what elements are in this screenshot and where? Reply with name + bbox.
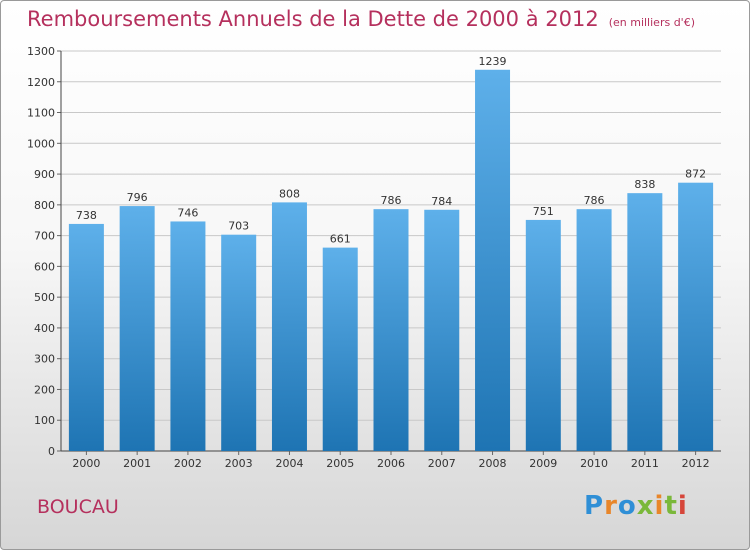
y-tick-label: 900: [34, 168, 55, 181]
bar: [170, 221, 206, 451]
x-tick-label: 2009: [529, 457, 557, 470]
data-label: 796: [127, 191, 148, 204]
bar: [475, 69, 511, 452]
bar: [678, 182, 714, 451]
y-tick-label: 1200: [27, 76, 55, 89]
title-unit: (en milliers d'€): [608, 16, 695, 29]
data-label: 786: [584, 194, 605, 207]
data-label: 1239: [479, 55, 507, 68]
x-tick-label: 2000: [72, 457, 100, 470]
bar: [119, 206, 155, 451]
data-label: 808: [279, 187, 300, 200]
y-tick-label: 1100: [27, 107, 55, 120]
bars: [68, 69, 714, 452]
y-tick-label: 0: [48, 445, 55, 458]
logo-letter: t: [664, 491, 678, 521]
y-tick-label: 300: [34, 353, 55, 366]
data-label: 786: [381, 194, 402, 207]
data-label: 784: [431, 195, 452, 208]
logo-letter: i: [654, 491, 665, 521]
y-tick-label: 200: [34, 383, 55, 396]
x-tick-label: 2008: [479, 457, 507, 470]
title-text: Remboursements Annuels de la Dette de 20…: [27, 7, 599, 31]
y-tick-label: 600: [34, 260, 55, 273]
bar: [576, 209, 612, 451]
x-tick-label: 2006: [377, 457, 405, 470]
y-tick-label: 1000: [27, 137, 55, 150]
y-tick-label: 1300: [27, 45, 55, 58]
x-tick-label: 2007: [428, 457, 456, 470]
data-label: 738: [76, 209, 97, 222]
x-tick-label: 2001: [123, 457, 151, 470]
x-tick-labels: 2000 2001 2002 2003 2004 2005 2006 2007 2008 2009…: [72, 451, 710, 470]
x-tick-label: 2004: [275, 457, 303, 470]
chart-title: Remboursements Annuels de la Dette de 20…: [27, 7, 695, 31]
data-label: 751: [533, 205, 554, 218]
bar: [373, 209, 409, 451]
y-tick-label: 500: [34, 291, 55, 304]
data-label: 661: [330, 233, 351, 246]
y-tick-labels: 0 100 200 300 400 500 600 700 800 900 1000 1100 1200…: [27, 45, 55, 458]
bar: [525, 219, 561, 451]
logo-letter: x: [636, 491, 655, 521]
x-tick-label: 2003: [225, 457, 253, 470]
x-tick-label: 2002: [174, 457, 202, 470]
x-tick-label: 2010: [580, 457, 608, 470]
logo-letter: r: [604, 491, 618, 521]
data-label: 703: [228, 220, 249, 233]
logo-letter: P: [584, 491, 605, 521]
y-tick-label: 800: [34, 199, 55, 212]
logo-letter: o: [617, 491, 637, 521]
y-tick-label: 100: [34, 414, 55, 427]
bar: [221, 234, 257, 451]
bar: [271, 202, 307, 451]
data-label: 872: [685, 168, 706, 181]
commune-name: BOUCAU: [37, 496, 119, 518]
y-tick-label: 700: [34, 230, 55, 243]
bar: [68, 223, 104, 451]
data-label: 838: [634, 178, 655, 191]
data-labels: 738 796 746 703 808 661 786 784 1239 751 786 838 872: [76, 55, 706, 246]
proxiti-logo: Proxiti: [584, 491, 688, 521]
x-tick-label: 2011: [631, 457, 659, 470]
x-tick-label: 2005: [326, 457, 354, 470]
bar: [322, 247, 358, 451]
x-tick-label: 2012: [682, 457, 710, 470]
bar: [424, 209, 460, 451]
bar: [627, 193, 663, 451]
logo-letter: i: [677, 491, 688, 521]
y-tick-label: 400: [34, 322, 55, 335]
data-label: 746: [177, 206, 198, 219]
